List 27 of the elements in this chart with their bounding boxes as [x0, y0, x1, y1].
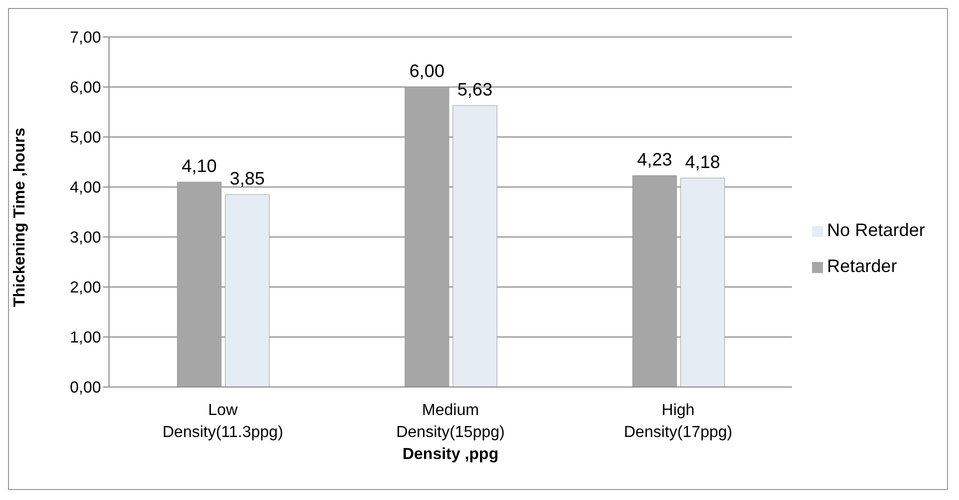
bar [404, 86, 450, 387]
bar [225, 194, 270, 387]
y-tick-label: 1,00 [70, 330, 102, 347]
bar [680, 178, 725, 387]
y-tick-label: 6,00 [70, 80, 102, 97]
data-label: 4,10 [182, 156, 217, 176]
data-label: 6,00 [409, 61, 444, 81]
y-tick-label: 5,00 [70, 130, 102, 147]
x-tick-label: Low Density(11.3ppg) [162, 402, 284, 441]
y-axis-title: Thickening Time ,hours [12, 128, 29, 307]
x-axis-title: Density ,ppg [402, 446, 498, 463]
legend-label: Retarder [826, 256, 897, 276]
x-tick-label: High Density(17ppg) [624, 402, 732, 441]
bar [452, 105, 498, 387]
data-label: 4,18 [685, 152, 720, 172]
y-tick-label: 3,00 [70, 230, 102, 247]
x-tick-label: Medium Density(15ppg) [396, 402, 505, 441]
data-label: 5,63 [457, 80, 492, 100]
y-tick-label: 0,00 [70, 380, 102, 397]
legend-label: No Retarder [826, 220, 925, 240]
bar [632, 175, 677, 387]
bar [177, 182, 222, 387]
data-label: 3,85 [230, 168, 265, 188]
data-label: 4,23 [637, 150, 672, 170]
y-tick-label: 4,00 [70, 180, 102, 197]
y-tick-label: 7,00 [70, 30, 102, 47]
y-tick-label: 2,00 [70, 280, 102, 297]
